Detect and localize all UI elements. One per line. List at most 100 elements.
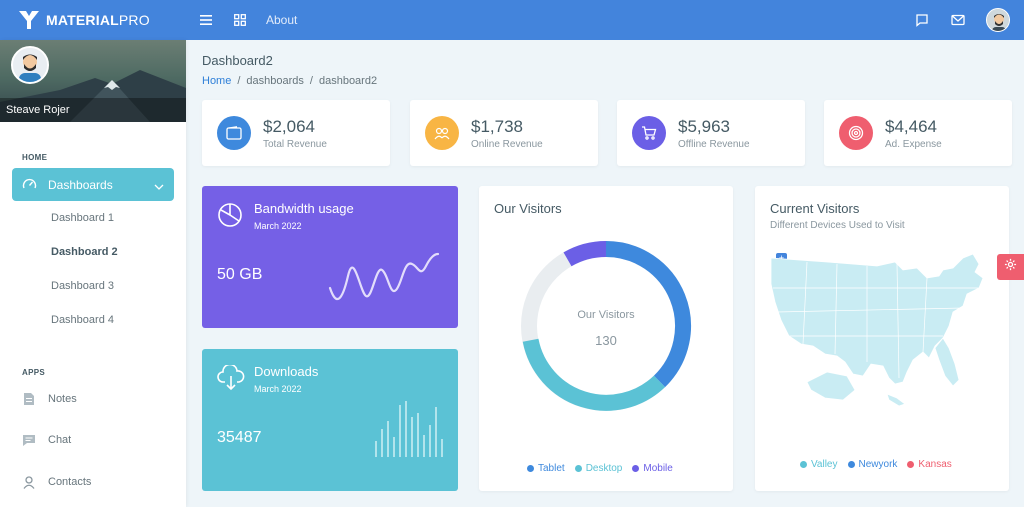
sidebar-subitem-dashboard-4[interactable]: Dashboard 4 <box>51 314 114 326</box>
sidebar-item-contacts-label: Contacts <box>48 476 92 488</box>
pie-chart-icon <box>217 202 243 233</box>
top-bar: MATERIAL PRO About <box>0 0 1024 40</box>
nav-section-home: HOME <box>22 153 48 162</box>
downloads-date: March 2022 <box>254 384 302 394</box>
stat-value: $1,738 <box>471 116 523 136</box>
sidebar-item-dashboards[interactable]: Dashboards <box>12 168 174 201</box>
donut-center-value: 130 <box>595 333 617 348</box>
breadcrumb-current: dashboard2 <box>318 75 378 87</box>
apps-grid-icon[interactable] <box>232 12 248 28</box>
notes-icon <box>22 392 36 406</box>
bandwidth-value: 50 GB <box>217 266 263 283</box>
legend-label: Valley <box>811 459 838 470</box>
breadcrumb-separator: / <box>309 75 313 87</box>
current-visitors-subtitle: Different Devices Used to Visit <box>770 220 905 231</box>
stat-value: $4,464 <box>885 116 937 136</box>
legend-dot <box>527 465 534 472</box>
legend-label: Desktop <box>585 463 623 474</box>
breadcrumb-home[interactable]: Home <box>202 75 232 87</box>
downloads-bar-sparkline <box>375 401 443 457</box>
stat-label: Total Revenue <box>263 138 327 150</box>
sidebar-subitem-dashboard-3[interactable]: Dashboard 3 <box>51 280 114 292</box>
stat-card-offline-revenue: $5,963 Offline Revenue <box>617 100 805 166</box>
sidebar-item-dashboards-label: Dashboards <box>48 177 113 192</box>
stat-value: $5,963 <box>678 116 730 136</box>
stat-label: Ad. Expense <box>885 138 942 150</box>
stat-value: $2,064 <box>263 116 315 136</box>
breadcrumb: Home / dashboards / dashboard2 <box>202 75 377 87</box>
page-title: Dashboard2 <box>202 53 273 68</box>
stat-card-online-revenue: $1,738 Online Revenue <box>410 100 598 166</box>
donut-segment-desktop[interactable] <box>522 338 666 411</box>
wallet-icon <box>217 116 251 150</box>
stat-label: Online Revenue <box>471 138 543 150</box>
bandwidth-card: Bandwidth usage March 2022 50 GB <box>202 186 458 328</box>
legend-label: Tablet <box>538 463 565 474</box>
target-icon <box>839 116 873 150</box>
mail-icon[interactable] <box>950 12 966 28</box>
cloud-download-icon <box>217 363 245 396</box>
legend-dot <box>907 461 915 468</box>
sidebar-subitem-dashboard-2[interactable]: Dashboard 2 <box>51 246 118 258</box>
profile-banner: Steave Rojer <box>0 40 186 122</box>
legend-item-newyork[interactable]: Newyork <box>847 459 898 470</box>
sidebar-item-contacts[interactable]: Contacts <box>22 475 91 489</box>
downloads-card: Downloads March 2022 35487 <box>202 349 458 491</box>
chat-icon[interactable] <box>914 12 930 28</box>
legend-dot <box>632 465 640 472</box>
legend-dot <box>574 465 582 472</box>
legend-label: Mobile <box>643 463 673 474</box>
donut-segment-mobile[interactable] <box>563 240 607 267</box>
brand-logo[interactable]: MATERIAL PRO <box>0 0 186 40</box>
legend-item-tablet[interactable]: Tablet <box>527 463 565 474</box>
visitors-legend: Tablet Desktop Mobile <box>527 463 673 474</box>
donut-center-label: Our Visitors <box>577 309 635 321</box>
donut-segment-tablet[interactable] <box>605 241 691 388</box>
nav-section-apps: APPS <box>22 368 45 377</box>
our-visitors-title: Our Visitors <box>494 201 562 216</box>
stat-card-total-revenue: $2,064 Total Revenue <box>202 100 390 166</box>
sidebar-item-notes-label: Notes <box>48 393 77 405</box>
breadcrumb-separator: / <box>237 75 241 87</box>
current-visitors-card: Current Visitors Different Devices Used … <box>755 186 1009 491</box>
current-visitors-title: Current Visitors <box>770 201 860 216</box>
user-avatar[interactable] <box>986 8 1010 32</box>
profile-name[interactable]: Steave Rojer <box>0 98 186 122</box>
profile-avatar[interactable] <box>11 46 49 84</box>
about-link[interactable]: About <box>266 13 298 27</box>
menu-toggle-icon[interactable] <box>198 12 214 28</box>
our-visitors-card: Our Visitors Our Visitors 130 Tablet Des… <box>479 186 733 491</box>
sidebar-subitem-dashboard-1[interactable]: Dashboard 1 <box>51 212 114 224</box>
sidebar-item-chat-label: Chat <box>48 434 72 446</box>
visitors-donut-chart <box>521 240 691 411</box>
legend-item-mobile[interactable]: Mobile <box>632 463 673 474</box>
brand-name-light: PRO <box>118 12 150 28</box>
current-visitors-legend: Valley Newyork Kansas <box>800 459 952 470</box>
legend-item-desktop[interactable]: Desktop <box>574 463 623 474</box>
sidebar-item-chat[interactable]: Chat <box>22 433 71 447</box>
legend-dot <box>800 461 807 468</box>
settings-toggle-button[interactable] <box>997 254 1024 280</box>
legend-item-valley[interactable]: Valley <box>800 459 838 470</box>
usa-map[interactable] <box>767 248 999 408</box>
stat-label: Offline Revenue <box>678 138 750 150</box>
user-icon <box>22 475 36 489</box>
breadcrumb-dashboards[interactable]: dashboards <box>246 75 304 87</box>
brand-name-bold: MATERIAL <box>46 12 119 28</box>
cart-icon <box>632 116 666 150</box>
bandwidth-sparkline <box>328 252 440 301</box>
users-icon <box>425 116 459 150</box>
bandwidth-title: Bandwidth usage <box>254 201 354 216</box>
downloads-title: Downloads <box>254 364 319 379</box>
downloads-value: 35487 <box>217 429 262 446</box>
sidebar-item-notes[interactable]: Notes <box>22 392 77 406</box>
sidebar: Steave Rojer HOME Dashboards Dashboard 1… <box>0 40 186 507</box>
legend-dot <box>847 461 855 468</box>
mountain-background <box>0 70 186 122</box>
bandwidth-date: March 2022 <box>254 221 302 231</box>
gauge-icon <box>22 177 38 193</box>
logo-icon <box>19 11 39 29</box>
legend-label: Newyork <box>858 459 898 470</box>
legend-item-kansas[interactable]: Kansas <box>907 459 952 470</box>
legend-label: Kansas <box>918 459 952 470</box>
